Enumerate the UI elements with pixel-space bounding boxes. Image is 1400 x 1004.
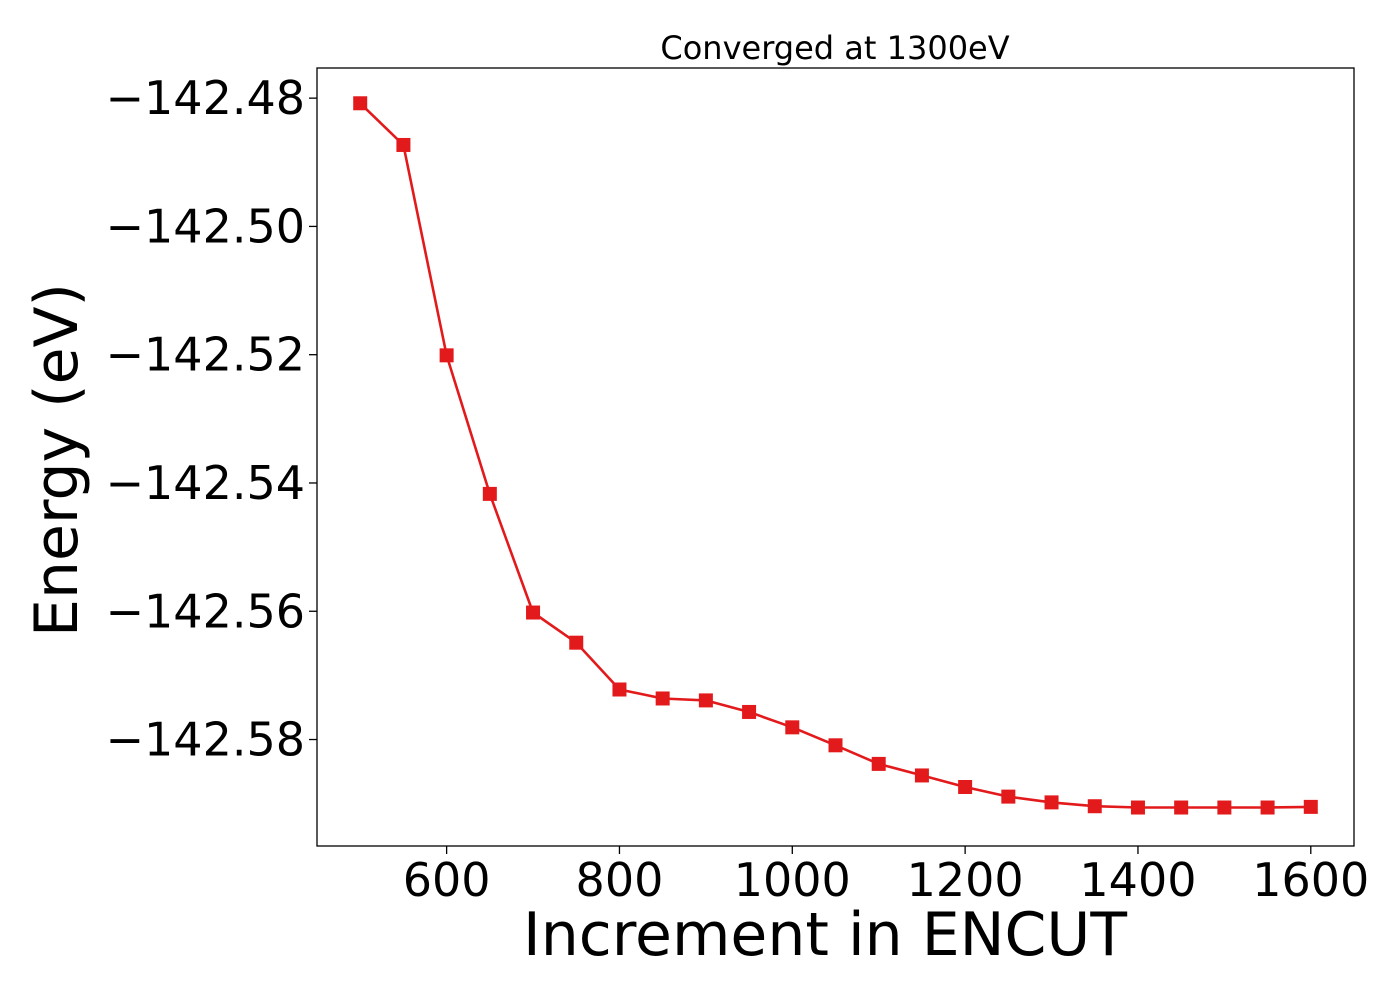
x-axis-label: Increment in ENCUT [523, 900, 1127, 970]
plot-frame [316, 67, 1355, 847]
data-point-marker [526, 605, 541, 620]
y-tick-label: −142.58 [106, 713, 306, 767]
data-point-marker [785, 720, 800, 735]
data-point-marker [353, 96, 368, 111]
data-point-marker [1174, 800, 1189, 815]
data-point-marker [655, 691, 670, 706]
data-point-marker [1260, 800, 1275, 815]
y-tick-label: −142.54 [106, 456, 306, 510]
x-tick-label: 800 [576, 853, 664, 907]
y-tick-label: −142.52 [106, 328, 306, 382]
data-point-marker [439, 348, 454, 363]
data-point-marker [482, 486, 497, 501]
x-tick-label: 1600 [1252, 853, 1369, 907]
data-point-marker [569, 635, 584, 650]
data-point-marker [396, 137, 411, 152]
data-point-marker [1001, 789, 1016, 804]
x-tick-label: 1200 [907, 853, 1024, 907]
data-point-marker [1087, 799, 1102, 814]
data-point-marker [612, 682, 627, 697]
x-axis-ticks: 600 800 1000 1200 1400 1600 [403, 846, 1369, 907]
energy-series-line [359, 102, 1311, 809]
x-tick-label: 1400 [1079, 853, 1196, 907]
data-point-marker [1130, 800, 1145, 815]
data-point-marker [871, 756, 886, 771]
y-axis-ticks: −142.48 −142.50 −142.52 −142.54 −142.56 −142.… [106, 71, 317, 767]
data-point-marker [958, 779, 973, 794]
x-tick-label: 1000 [734, 853, 851, 907]
y-tick-label: −142.48 [106, 71, 306, 125]
data-point-marker [914, 768, 929, 783]
x-tick-label: 600 [403, 853, 491, 907]
y-tick-label: −142.50 [106, 199, 306, 253]
data-point-marker [698, 693, 713, 708]
y-tick-label: −142.56 [106, 584, 306, 638]
chart-title: Converged at 1300eV [660, 29, 1009, 67]
data-point-marker [742, 704, 757, 719]
data-point-marker [1044, 795, 1059, 810]
data-point-marker [828, 738, 843, 753]
plot-layer [353, 96, 1318, 815]
data-point-marker [1303, 799, 1318, 814]
y-axis-label: Energy (eV) [22, 283, 92, 637]
data-point-marker [1217, 800, 1232, 815]
